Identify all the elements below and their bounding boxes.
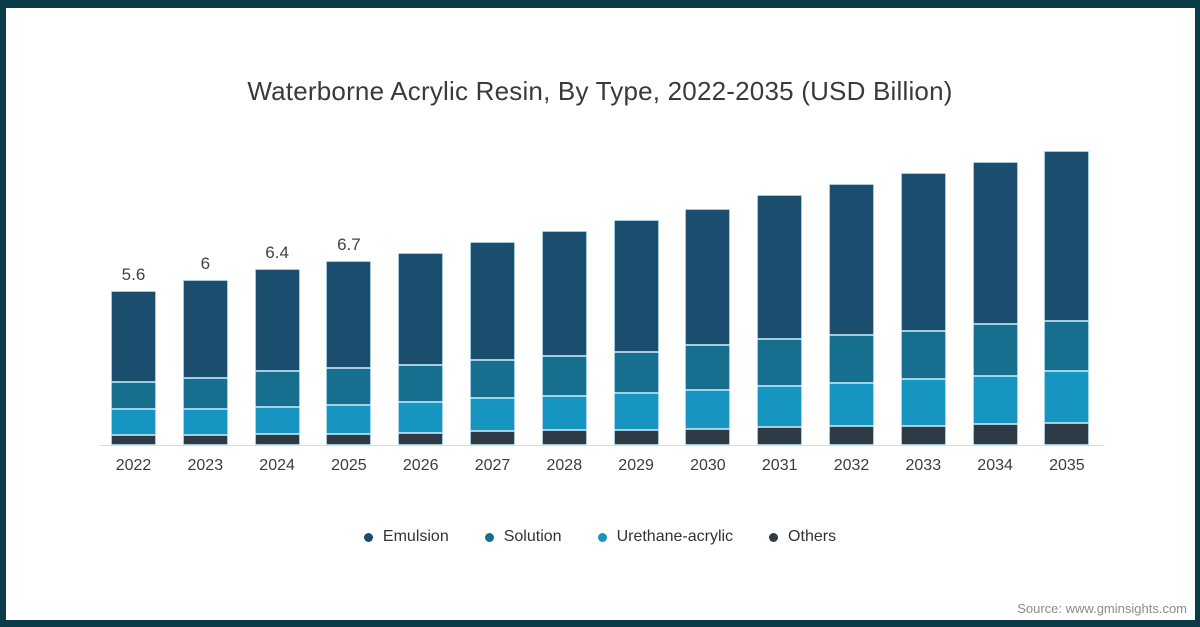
bar-segment-solution <box>470 359 515 399</box>
bar-segment-emulsion <box>757 194 803 340</box>
legend-label: Urethane-acrylic <box>616 528 734 545</box>
x-tick-label: 2026 <box>402 457 439 474</box>
bar-segment-solution <box>757 339 803 386</box>
x-tick-label: 2027 <box>474 457 511 474</box>
bar-total-label: 6 <box>200 254 211 273</box>
x-tick-label: 2035 <box>1049 457 1085 474</box>
bar-segment-urethane-acrylic <box>685 390 731 429</box>
bar-total-label: 6.4 <box>265 243 289 262</box>
x-tick-label: 2023 <box>187 457 224 474</box>
bar-segment-urethane-acrylic <box>398 402 444 433</box>
bar-segment-others <box>685 428 731 445</box>
x-tick-label: 2033 <box>905 457 942 474</box>
legend-dot-icon <box>769 532 779 542</box>
bar-segment-urethane-acrylic <box>111 409 156 436</box>
legend-dot-icon <box>597 532 607 542</box>
bar-segment-emulsion <box>685 208 731 345</box>
x-tick-label: 2029 <box>618 457 654 474</box>
x-tick-label: 2030 <box>690 457 726 474</box>
bar-segment-emulsion <box>613 219 659 352</box>
bar-segment-others <box>829 425 874 445</box>
bar-segment-emulsion <box>829 183 874 335</box>
x-axis-line <box>99 445 1103 446</box>
bar-segment-urethane-acrylic <box>900 379 946 426</box>
bar-segment-solution <box>613 351 659 393</box>
chart-title: Waterborne Acrylic Resin, By Type, 2022-… <box>247 76 953 106</box>
bar-segment-emulsion <box>254 269 300 371</box>
bar-segment-urethane-acrylic <box>182 409 228 436</box>
x-tick-label: 2022 <box>115 457 152 474</box>
source-note: Source: www.gminsights.com <box>1017 601 1187 616</box>
legend-label: Solution <box>503 528 562 545</box>
bar-segment-others <box>470 431 515 445</box>
bar-segment-others <box>541 429 587 445</box>
bar-segment-emulsion <box>470 241 515 360</box>
bar-segment-emulsion <box>1044 150 1090 322</box>
x-tick-label: 2034 <box>977 457 1013 474</box>
x-tick-label: 2024 <box>259 457 295 474</box>
bar-segment-emulsion <box>900 172 946 331</box>
bar-segment-emulsion <box>541 230 587 356</box>
bar-segment-urethane-acrylic <box>1044 370 1090 423</box>
bar-segment-others <box>111 435 156 445</box>
legend-dot-icon <box>363 532 373 542</box>
bar-segment-emulsion <box>972 161 1018 324</box>
bar-total-label: 6.7 <box>337 234 361 254</box>
bar-segment-urethane-acrylic <box>541 395 587 430</box>
bar-segment-solution <box>972 324 1018 377</box>
bar-segment-emulsion <box>398 252 444 366</box>
bar-segment-urethane-acrylic <box>613 392 659 430</box>
bar-segment-others <box>398 432 444 445</box>
bar-segment-urethane-acrylic <box>470 398 515 432</box>
legend-dot-icon <box>484 532 494 542</box>
legend-item-others: Others <box>769 528 836 546</box>
legend-item-emulsion: Emulsion <box>363 528 449 546</box>
bar-segment-others <box>254 434 300 445</box>
x-tick-label: 2025 <box>331 457 367 474</box>
bar-segment-solution <box>1044 321 1090 371</box>
bar-segment-urethane-acrylic <box>254 406 300 434</box>
bar-total-label: 5.6 <box>121 265 146 284</box>
bar-segment-others <box>757 427 803 445</box>
x-tick-label: 2031 <box>761 457 798 474</box>
bar-segment-emulsion <box>326 260 372 368</box>
bar-segment-solution <box>685 344 731 390</box>
bar-segment-solution <box>541 355 587 396</box>
bar-segment-solution <box>829 335 874 384</box>
legend-item-urethane-acrylic: Urethane-acrylic <box>597 528 734 546</box>
bar-segment-solution <box>398 365 444 403</box>
bar-segment-urethane-acrylic <box>829 383 874 426</box>
bar-segment-emulsion <box>111 291 156 382</box>
bar-segment-urethane-acrylic <box>972 376 1018 425</box>
bar-segment-others <box>972 424 1018 445</box>
bar-segment-solution <box>111 381 156 410</box>
bar-segment-urethane-acrylic <box>326 405 372 434</box>
bar-segment-emulsion <box>182 280 228 378</box>
bar-segment-others <box>326 434 372 445</box>
bar-segment-solution <box>182 377 228 410</box>
bar-segment-others <box>900 425 946 445</box>
x-tick-label: 2032 <box>833 457 870 474</box>
legend-label: Emulsion <box>382 528 449 545</box>
bar-segment-solution <box>900 330 946 379</box>
bar-segment-solution <box>254 370 300 407</box>
bar-segment-solution <box>326 368 372 406</box>
legend: Emulsion Solution Urethane-acrylic Others <box>0 528 1200 546</box>
bar-segment-others <box>182 435 228 445</box>
bar-segment-urethane-acrylic <box>757 385 803 428</box>
x-tick-label: 2028 <box>546 457 583 474</box>
legend-label: Others <box>788 528 837 545</box>
bar-segment-others <box>613 429 659 445</box>
bar-segment-others <box>1044 423 1090 445</box>
legend-item-solution: Solution <box>484 528 562 546</box>
